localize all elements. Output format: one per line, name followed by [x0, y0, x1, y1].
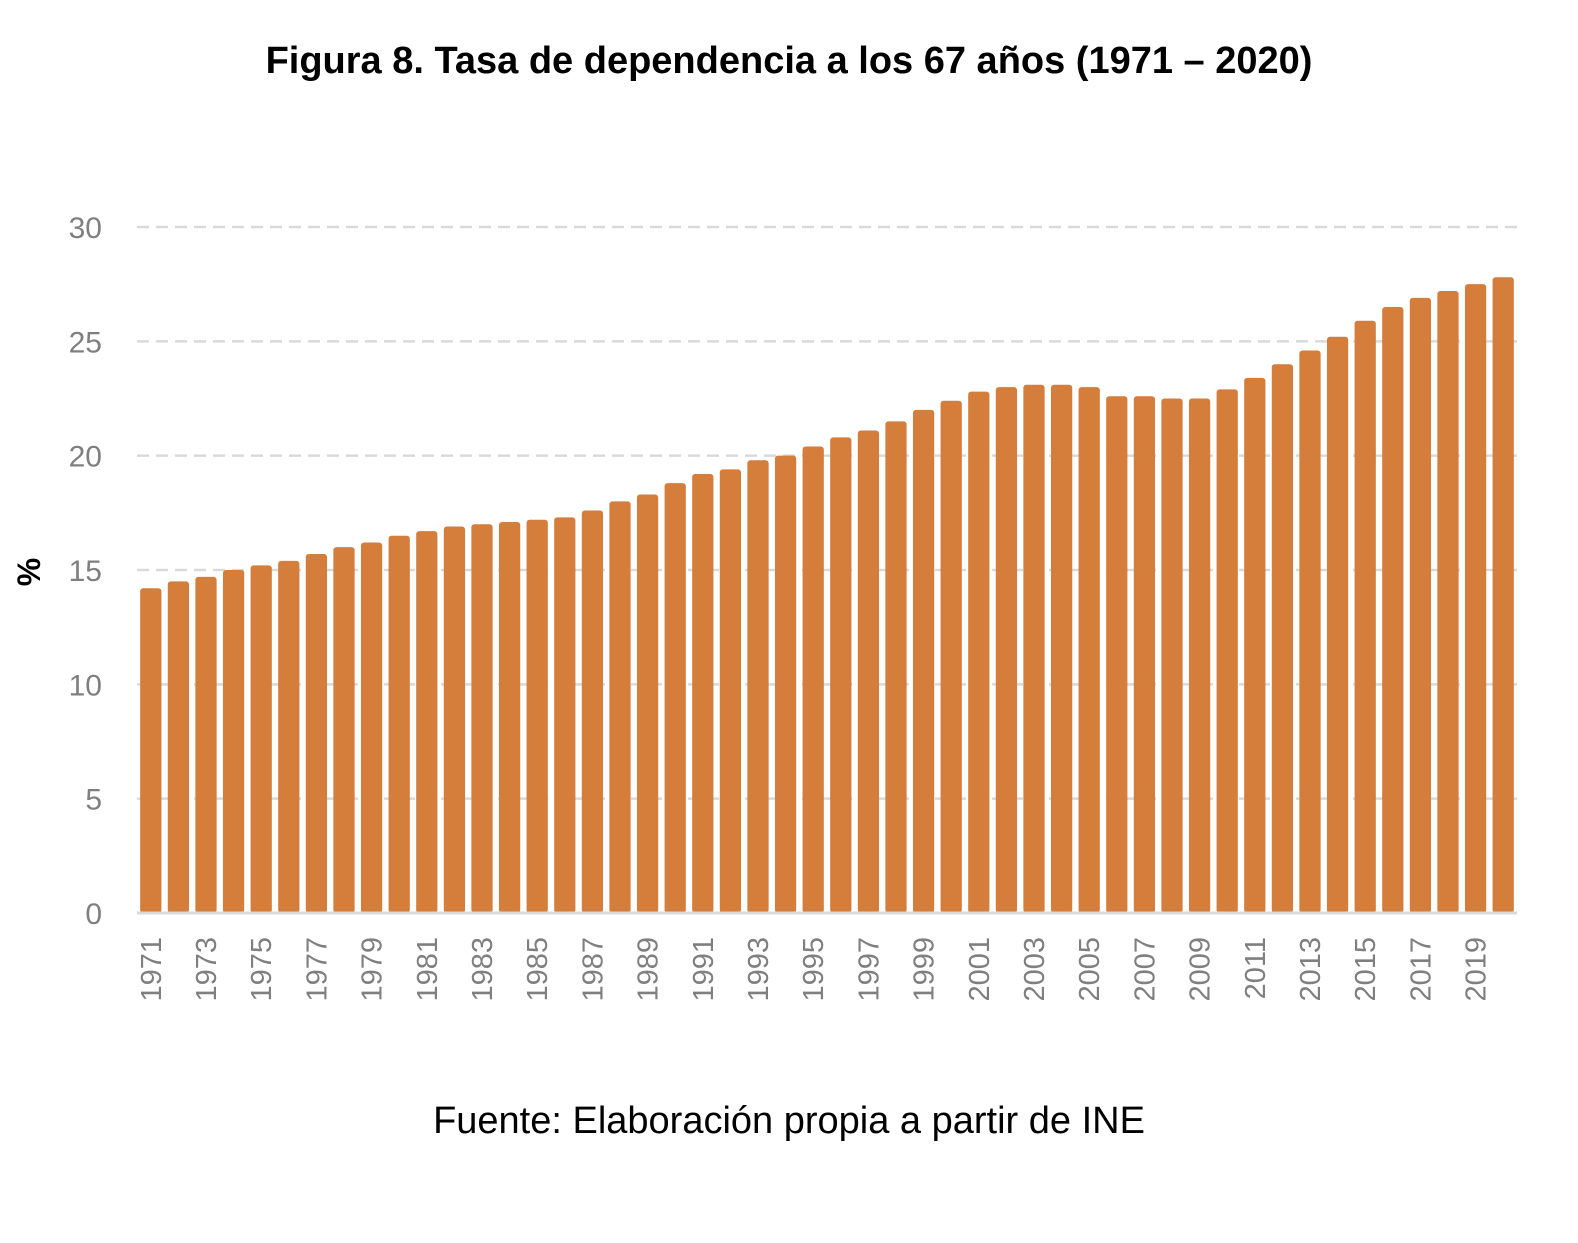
bar-1984 — [498, 521, 521, 913]
y-tick-label: 10 — [69, 669, 102, 702]
bar-1992 — [719, 469, 742, 913]
bar-2015 — [1354, 320, 1376, 914]
bar-2008 — [1161, 398, 1183, 913]
bar-2014 — [1326, 336, 1349, 913]
bar-2009 — [1188, 398, 1211, 913]
x-tick-label: 2001 — [964, 937, 996, 1002]
bar-2002 — [995, 387, 1018, 914]
x-tick-label: 2003 — [1019, 937, 1051, 1002]
bar-1974 — [222, 570, 245, 913]
bar-2006 — [1106, 396, 1128, 913]
x-tick-label: 2017 — [1405, 937, 1437, 1002]
x-tick-label: 2007 — [1129, 937, 1161, 1002]
y-axis-label: % — [11, 558, 47, 586]
x-tick-label: 1977 — [301, 937, 333, 1002]
bar-1980 — [388, 535, 410, 913]
x-tick-label: 1971 — [136, 937, 168, 1002]
source-note: Fuente: Elaboración propia a partir de I… — [433, 1100, 1145, 1142]
bar-1973 — [195, 576, 217, 913]
bar-1999 — [912, 409, 935, 913]
bar-1977 — [305, 553, 328, 913]
bar-2012 — [1271, 364, 1294, 913]
y-tick-label: 0 — [85, 898, 102, 931]
x-tick-label: 2011 — [1240, 937, 1272, 999]
bar-2001 — [968, 391, 990, 913]
bar-1991 — [692, 473, 714, 913]
y-tick-label: 30 — [69, 212, 102, 245]
bar-2020 — [1492, 277, 1514, 914]
y-tick-label: 5 — [85, 784, 102, 817]
x-tick-label: 2013 — [1295, 937, 1327, 1002]
bar-1987 — [581, 510, 604, 913]
bar-1997 — [857, 430, 880, 913]
x-tick-label: 1995 — [798, 937, 830, 1002]
bar-1994 — [774, 455, 797, 913]
chart-title: Figura 8. Tasa de dependencia a los 67 a… — [265, 40, 1313, 82]
bar-1975 — [250, 565, 272, 913]
bar-2007 — [1133, 396, 1156, 913]
y-tick-label: 25 — [69, 326, 102, 359]
x-axis-ticks: 1971 1973 1975 1977 1979 1981 1983 1985 1987 1989… — [136, 937, 1493, 1002]
bar-2005 — [1078, 387, 1100, 914]
bar-1998 — [885, 421, 907, 913]
x-tick-label: 1993 — [743, 937, 775, 1002]
bar-1978 — [333, 547, 355, 913]
bar-2016 — [1382, 307, 1404, 913]
y-tick-label: 20 — [69, 441, 102, 474]
bar-1979 — [360, 542, 383, 913]
x-tick-label: 2005 — [1074, 937, 1106, 1002]
bar-2010 — [1216, 389, 1238, 913]
x-tick-label: 1999 — [909, 937, 941, 1002]
bar-1971 — [140, 588, 162, 913]
bar-2000 — [940, 400, 962, 914]
bar-1995 — [802, 446, 824, 913]
bars — [140, 277, 1514, 914]
bar-2013 — [1299, 350, 1321, 914]
x-tick-label: 1989 — [633, 937, 665, 1002]
bar-1996 — [830, 437, 852, 913]
x-tick-label: 2015 — [1350, 937, 1382, 1002]
x-tick-label: 2009 — [1185, 937, 1217, 1002]
y-tick-label: 15 — [69, 555, 102, 588]
bar-1972 — [167, 581, 190, 913]
x-tick-label: 1985 — [522, 937, 554, 1002]
x-tick-label: 1987 — [577, 937, 609, 1002]
x-tick-label: 1983 — [467, 937, 499, 1002]
bar-1983 — [471, 524, 493, 913]
bar-1993 — [747, 460, 769, 913]
bar-2019 — [1464, 284, 1487, 914]
x-tick-label: 1981 — [412, 937, 444, 1002]
y-axis-ticks: 0 5 10 15 20 25 30 — [69, 212, 102, 931]
bar-1986 — [554, 517, 576, 913]
x-tick-label: 1979 — [357, 937, 389, 1002]
x-tick-label: 2019 — [1461, 937, 1493, 1002]
x-tick-label: 1997 — [853, 937, 885, 1002]
bar-1985 — [526, 519, 548, 913]
x-tick-label: 1973 — [191, 937, 223, 1002]
bar-1988 — [609, 501, 631, 913]
bar-2004 — [1050, 384, 1073, 913]
bar-1989 — [636, 494, 659, 913]
bar-2017 — [1409, 297, 1432, 913]
x-tick-label: 1991 — [688, 937, 720, 1002]
bar-1990 — [664, 483, 686, 913]
bar-2018 — [1437, 291, 1459, 913]
bar-1982 — [443, 526, 466, 913]
bar-2003 — [1023, 384, 1045, 913]
bar-1976 — [278, 560, 300, 913]
bar-2011 — [1244, 377, 1266, 913]
x-tick-label: 1975 — [246, 937, 278, 1002]
bar-1981 — [416, 531, 438, 913]
